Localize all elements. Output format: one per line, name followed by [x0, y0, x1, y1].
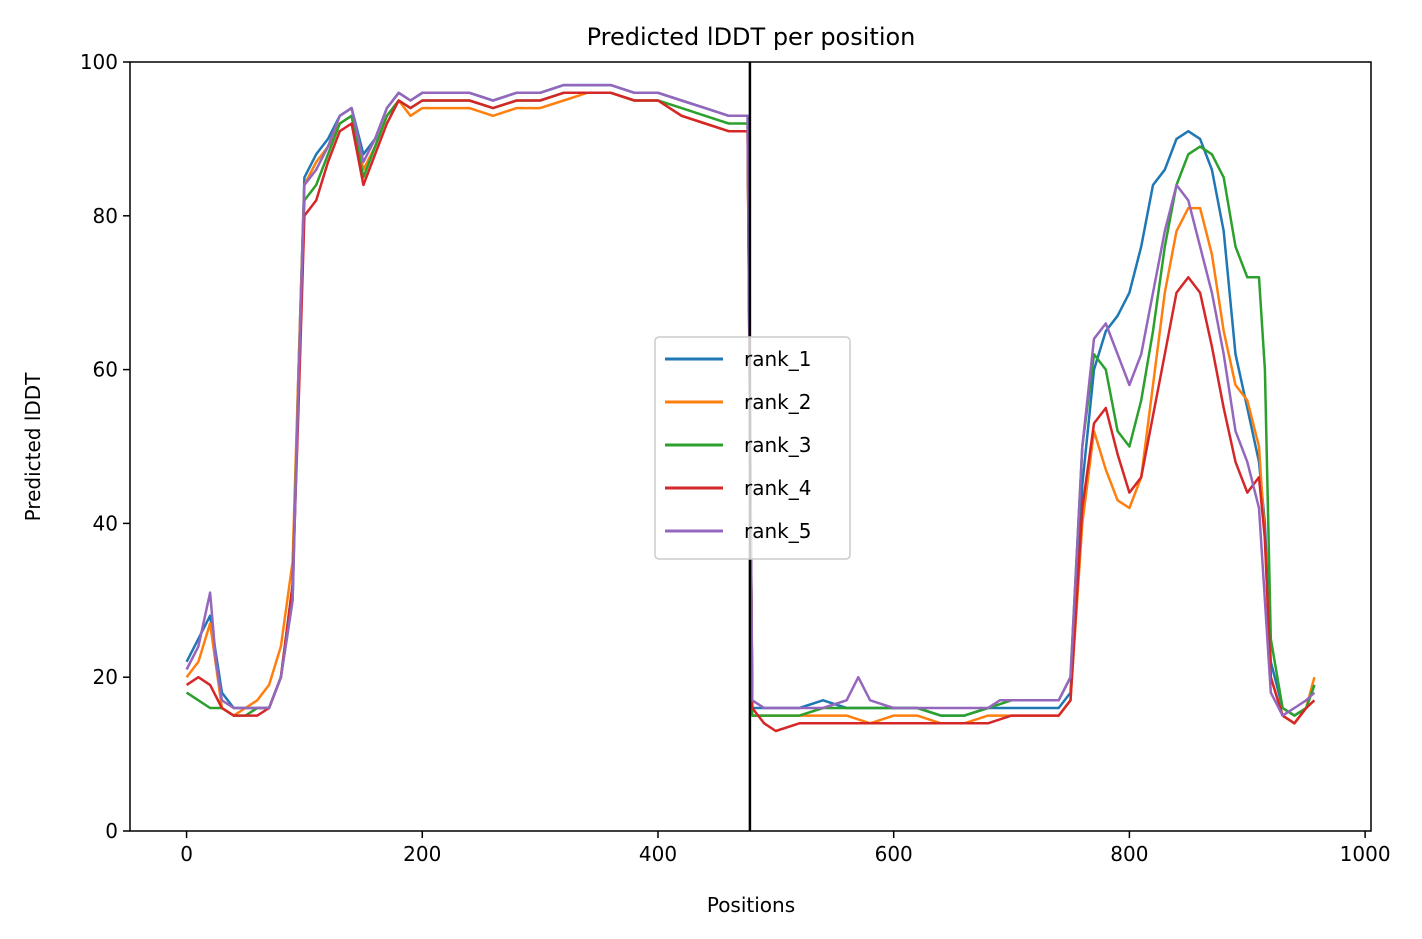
x-tick-label: 0 [180, 842, 193, 866]
chart-title: Predicted lDDT per position [587, 23, 916, 51]
series-line-rank_4 [185, 91, 1316, 733]
y-axis-label: Predicted lDDT [21, 372, 45, 522]
y-axis: 0 20 40 60 80 100 [80, 50, 130, 843]
x-tick-label: 200 [403, 842, 441, 866]
legend-label: rank_5 [744, 519, 811, 543]
x-axis: 0 200 400 600 800 1000 [180, 831, 1391, 866]
legend-label: rank_2 [744, 390, 811, 414]
legend: rank_1 rank_2 rank_3 rank_4 rank_5 [654, 336, 851, 560]
legend-box [654, 336, 851, 560]
y-tick-label: 60 [93, 358, 118, 382]
plot-frame [129, 61, 1372, 832]
y-tick-label: 80 [93, 204, 118, 228]
x-tick-label: 1000 [1340, 842, 1391, 866]
y-tick-label: 0 [105, 819, 118, 843]
legend-label: rank_4 [744, 476, 811, 500]
plot-lines [185, 83, 1316, 733]
legend-label: rank_3 [744, 433, 811, 457]
y-tick-label: 20 [93, 665, 118, 689]
x-tick-label: 400 [639, 842, 677, 866]
y-tick-label: 40 [93, 511, 118, 535]
y-tick-label: 100 [80, 50, 118, 74]
series-line-rank_1 [185, 83, 1316, 717]
x-axis-label: Positions [707, 893, 795, 917]
x-tick-label: 800 [1110, 842, 1148, 866]
series-line-rank_5 [185, 83, 1316, 717]
legend-label: rank_1 [744, 347, 811, 371]
x-tick-label: 600 [875, 842, 913, 866]
